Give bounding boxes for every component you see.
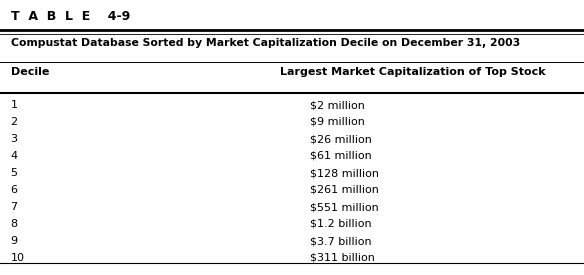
Text: $128 million: $128 million <box>310 168 378 178</box>
Text: $1.2 billion: $1.2 billion <box>310 219 371 229</box>
Text: 10: 10 <box>11 253 25 263</box>
Text: Decile: Decile <box>11 67 49 77</box>
Text: 2: 2 <box>11 117 18 127</box>
Text: 6: 6 <box>11 185 18 195</box>
Text: $2 million: $2 million <box>310 100 364 110</box>
Text: $551 million: $551 million <box>310 202 378 212</box>
Text: Compustat Database Sorted by Market Capitalization Decile on December 31, 2003: Compustat Database Sorted by Market Capi… <box>11 38 520 48</box>
Text: 9: 9 <box>11 236 18 246</box>
Text: $311 billion: $311 billion <box>310 253 374 263</box>
Text: T  A  B  L  E    4-9: T A B L E 4-9 <box>11 10 130 23</box>
Text: 8: 8 <box>11 219 18 229</box>
Text: $261 million: $261 million <box>310 185 378 195</box>
Text: $26 million: $26 million <box>310 134 371 144</box>
Text: $3.7 billion: $3.7 billion <box>310 236 371 246</box>
Text: 5: 5 <box>11 168 18 178</box>
Text: 1: 1 <box>11 100 18 110</box>
Text: $61 million: $61 million <box>310 151 371 161</box>
Text: $9 million: $9 million <box>310 117 364 127</box>
Text: Largest Market Capitalization of Top Stock: Largest Market Capitalization of Top Sto… <box>280 67 546 77</box>
Text: 4: 4 <box>11 151 18 161</box>
Text: 7: 7 <box>11 202 18 212</box>
Text: 3: 3 <box>11 134 18 144</box>
